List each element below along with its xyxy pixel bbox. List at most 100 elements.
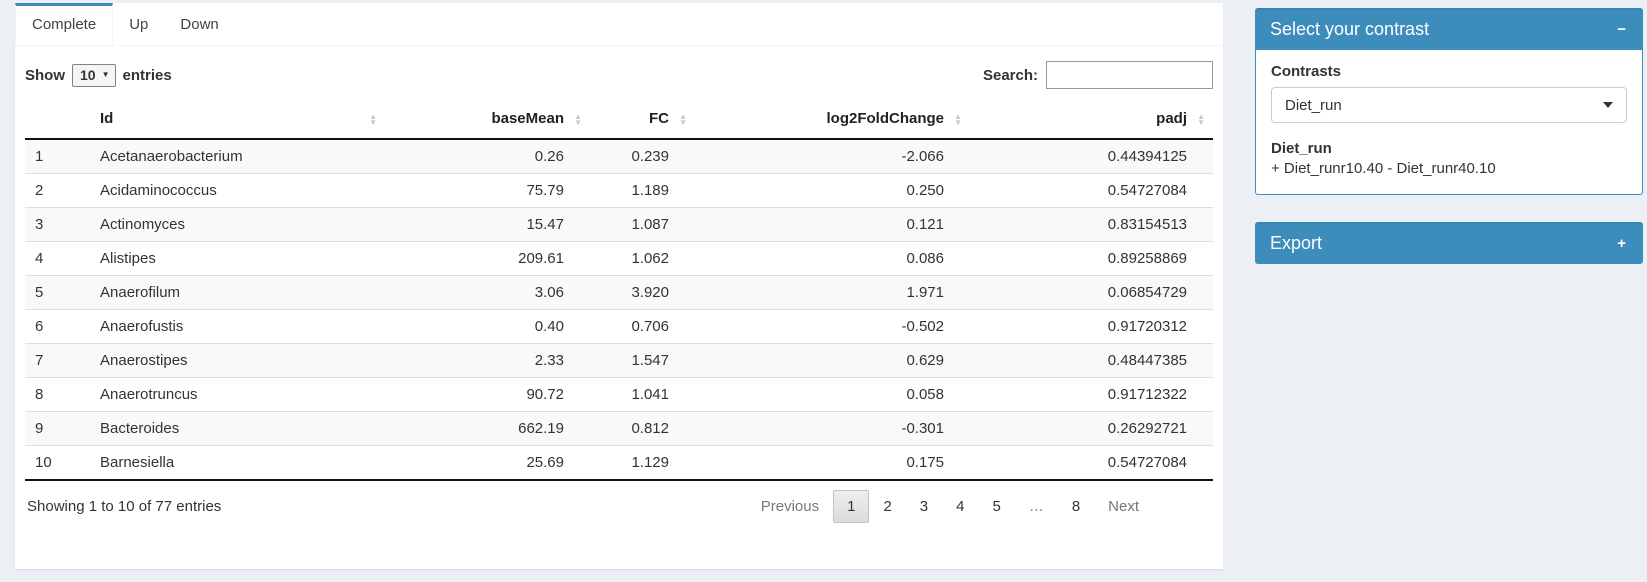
select-caret-icon: ▼ bbox=[101, 70, 110, 79]
search-input[interactable] bbox=[1046, 61, 1213, 89]
pagination-page-8[interactable]: 8 bbox=[1071, 498, 1081, 515]
cell-fc: 1.189 bbox=[590, 173, 695, 208]
cell-padj: 0.48447385 bbox=[970, 343, 1213, 378]
cell-id: Actinomyces bbox=[90, 207, 385, 242]
row-number: 4 bbox=[25, 241, 90, 276]
contrast-select-value: Diet_run bbox=[1285, 96, 1342, 114]
tab-up[interactable]: Up bbox=[129, 16, 149, 33]
tab-bar: Complete Up Down bbox=[15, 3, 1223, 46]
cell-id: Alistipes bbox=[90, 241, 385, 276]
cell-id: Anaerofustis bbox=[90, 309, 385, 344]
cell-log2foldchange: 0.250 bbox=[695, 173, 970, 208]
cell-id: Bacteroides bbox=[90, 411, 385, 446]
cell-padj: 0.89258869 bbox=[970, 241, 1213, 276]
contrast-name: Diet_run bbox=[1271, 140, 1332, 157]
cell-basemean: 209.61 bbox=[385, 241, 590, 276]
cell-log2foldchange: -0.301 bbox=[695, 411, 970, 446]
cell-basemean: 75.79 bbox=[385, 173, 590, 208]
sort-icon: ▲ ▼ bbox=[679, 111, 687, 127]
page-length-select[interactable]: 10 ▼ bbox=[72, 63, 116, 87]
row-number: 1 bbox=[35, 148, 44, 165]
pagination-page-4[interactable]: 4 bbox=[956, 498, 965, 515]
row-number: 9 bbox=[25, 411, 90, 446]
col-header-rownum bbox=[25, 101, 90, 140]
table-row: 7 Anaerostipes 2.33 1.547 0.629 0.484473… bbox=[25, 343, 1213, 378]
cell-padj: 0.44394125 bbox=[1107, 148, 1187, 165]
col-header-log2foldchange[interactable]: log2FoldChange ▲ ▼ bbox=[695, 101, 970, 140]
tab-down[interactable]: Down bbox=[180, 16, 219, 33]
contrast-box-body: Contrasts Diet_run Diet_run + Diet_runr1… bbox=[1255, 50, 1643, 195]
table-row: 2 Acidaminococcus 75.79 1.189 0.250 0.54… bbox=[25, 173, 1213, 208]
cell-id: Barnesiella bbox=[90, 445, 385, 480]
table-row: 9 Bacteroides 662.19 0.812 -0.301 0.2629… bbox=[25, 411, 1213, 446]
cell-basemean: 0.40 bbox=[385, 309, 590, 344]
pagination-page-3[interactable]: 3 bbox=[919, 498, 929, 515]
cell-log2foldchange: 0.086 bbox=[695, 241, 970, 276]
export-box-header[interactable]: Export + bbox=[1255, 222, 1643, 264]
chevron-down-icon bbox=[1603, 102, 1613, 108]
cell-log2foldchange: 0.175 bbox=[695, 445, 970, 480]
cell-padj: 0.91712322 bbox=[970, 377, 1213, 412]
cell-basemean: 662.19 bbox=[385, 411, 590, 446]
cell-padj: 0.91720312 bbox=[970, 309, 1213, 344]
col-header-basemean[interactable]: baseMean ▲ ▼ bbox=[385, 101, 590, 140]
cell-log2foldchange: -0.502 bbox=[695, 309, 970, 344]
table-row: 1 Acetanaerobacterium 0.26 0.239 -2.066 … bbox=[25, 139, 1213, 174]
contrast-select[interactable]: Diet_run bbox=[1271, 87, 1627, 123]
cell-id: Anaerotruncus bbox=[90, 377, 385, 412]
cell-padj: 0.26292721 bbox=[970, 411, 1213, 446]
contrasts-label: Contrasts bbox=[1271, 63, 1342, 80]
row-number: 5 bbox=[25, 275, 90, 310]
cell-log2foldchange: -2.066 bbox=[901, 148, 944, 165]
col-header-id[interactable]: Id ▲ ▼ bbox=[90, 101, 385, 140]
pagination: Previous 1 2 3 4 5 … 8 Next bbox=[747, 490, 1153, 523]
table-row: 4 Alistipes 209.61 1.062 0.086 0.8925886… bbox=[25, 241, 1213, 276]
pagination-next[interactable]: Next bbox=[1108, 498, 1139, 515]
pagination-page-5[interactable]: 5 bbox=[992, 498, 1001, 515]
cell-basemean: 15.47 bbox=[385, 207, 590, 242]
sort-icon: ▲ ▼ bbox=[954, 111, 962, 127]
contrast-box-title: Select your contrast bbox=[1270, 19, 1430, 39]
cell-log2foldchange: 0.121 bbox=[695, 207, 970, 242]
results-panel: Complete Up Down Show 10 ▼ entries Searc… bbox=[15, 3, 1223, 569]
cell-basemean: 3.06 bbox=[385, 275, 590, 310]
table-row: 10 Barnesiella 25.69 1.129 0.175 0.54727… bbox=[25, 445, 1213, 480]
cell-log2foldchange: 1.971 bbox=[695, 275, 970, 310]
pagination-previous[interactable]: Previous bbox=[760, 498, 820, 515]
export-box-title: Export bbox=[1270, 233, 1323, 253]
row-number: 10 bbox=[25, 445, 90, 480]
table-row: 3 Actinomyces 15.47 1.087 0.121 0.831545… bbox=[25, 207, 1213, 242]
search-control: Search: bbox=[983, 61, 1213, 89]
header-row: Id ▲ ▼ baseMean ▲ ▼ FC ▲ ▼ log2FoldChange ▲ ▼ pa… bbox=[25, 101, 1213, 140]
cell-fc: 0.239 bbox=[631, 148, 669, 165]
cell-fc: 0.706 bbox=[590, 309, 695, 344]
sidebar: Select your contrast − Contrasts Diet_ru… bbox=[1255, 8, 1643, 264]
export-box: Export + bbox=[1255, 222, 1643, 264]
pagination-page-2[interactable]: 2 bbox=[883, 498, 892, 515]
sort-icon: ▲ ▼ bbox=[1197, 111, 1205, 127]
contrast-formula: + Diet_runr10.40 - Diet_runr40.10 bbox=[1271, 160, 1496, 177]
row-number: 8 bbox=[25, 377, 90, 412]
search-label: Search: bbox=[982, 66, 1038, 84]
results-table: Id ▲ ▼ baseMean ▲ ▼ FC ▲ ▼ log2FoldChange ▲ ▼ pa… bbox=[25, 101, 1213, 481]
col-header-fc[interactable]: FC ▲ ▼ bbox=[590, 101, 695, 140]
pagination-page-1[interactable]: 1 bbox=[833, 490, 870, 523]
cell-fc: 1.087 bbox=[590, 207, 695, 242]
table-row: 6 Anaerofustis 0.40 0.706 -0.502 0.91720… bbox=[25, 309, 1213, 344]
tab-content: Show 10 ▼ entries Search: Id ▲ ▼ bbox=[15, 46, 1223, 523]
table-info: Showing 1 to 10 of 77 entries bbox=[27, 498, 222, 515]
cell-id: Anaerofilum bbox=[90, 275, 385, 310]
cell-fc: 1.062 bbox=[590, 241, 695, 276]
cell-padj: 0.54727084 bbox=[970, 173, 1213, 208]
col-header-padj[interactable]: padj ▲ ▼ bbox=[970, 101, 1213, 140]
row-number: 3 bbox=[25, 207, 90, 242]
expand-plus-icon[interactable]: + bbox=[1617, 235, 1626, 252]
pagination-ellipsis: … bbox=[1028, 498, 1044, 515]
show-entries-suffix: entries bbox=[122, 66, 172, 84]
collapse-minus-icon[interactable]: − bbox=[1617, 21, 1626, 38]
cell-id: Acetanaerobacterium bbox=[100, 148, 243, 165]
cell-padj: 0.06854729 bbox=[970, 275, 1213, 310]
tab-complete[interactable]: Complete bbox=[15, 3, 114, 45]
show-entries-control: Show 10 ▼ entries bbox=[25, 63, 172, 87]
table-row: 8 Anaerotruncus 90.72 1.041 0.058 0.9171… bbox=[25, 377, 1213, 412]
